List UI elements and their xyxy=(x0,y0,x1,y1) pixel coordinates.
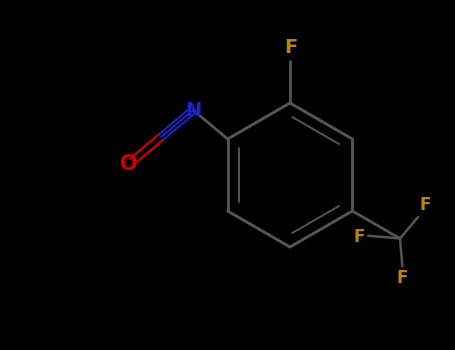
Text: F: F xyxy=(354,228,365,246)
Text: N: N xyxy=(185,100,201,120)
Text: F: F xyxy=(420,196,431,214)
Text: F: F xyxy=(284,38,298,57)
Text: F: F xyxy=(397,270,408,287)
Text: O: O xyxy=(120,154,138,175)
